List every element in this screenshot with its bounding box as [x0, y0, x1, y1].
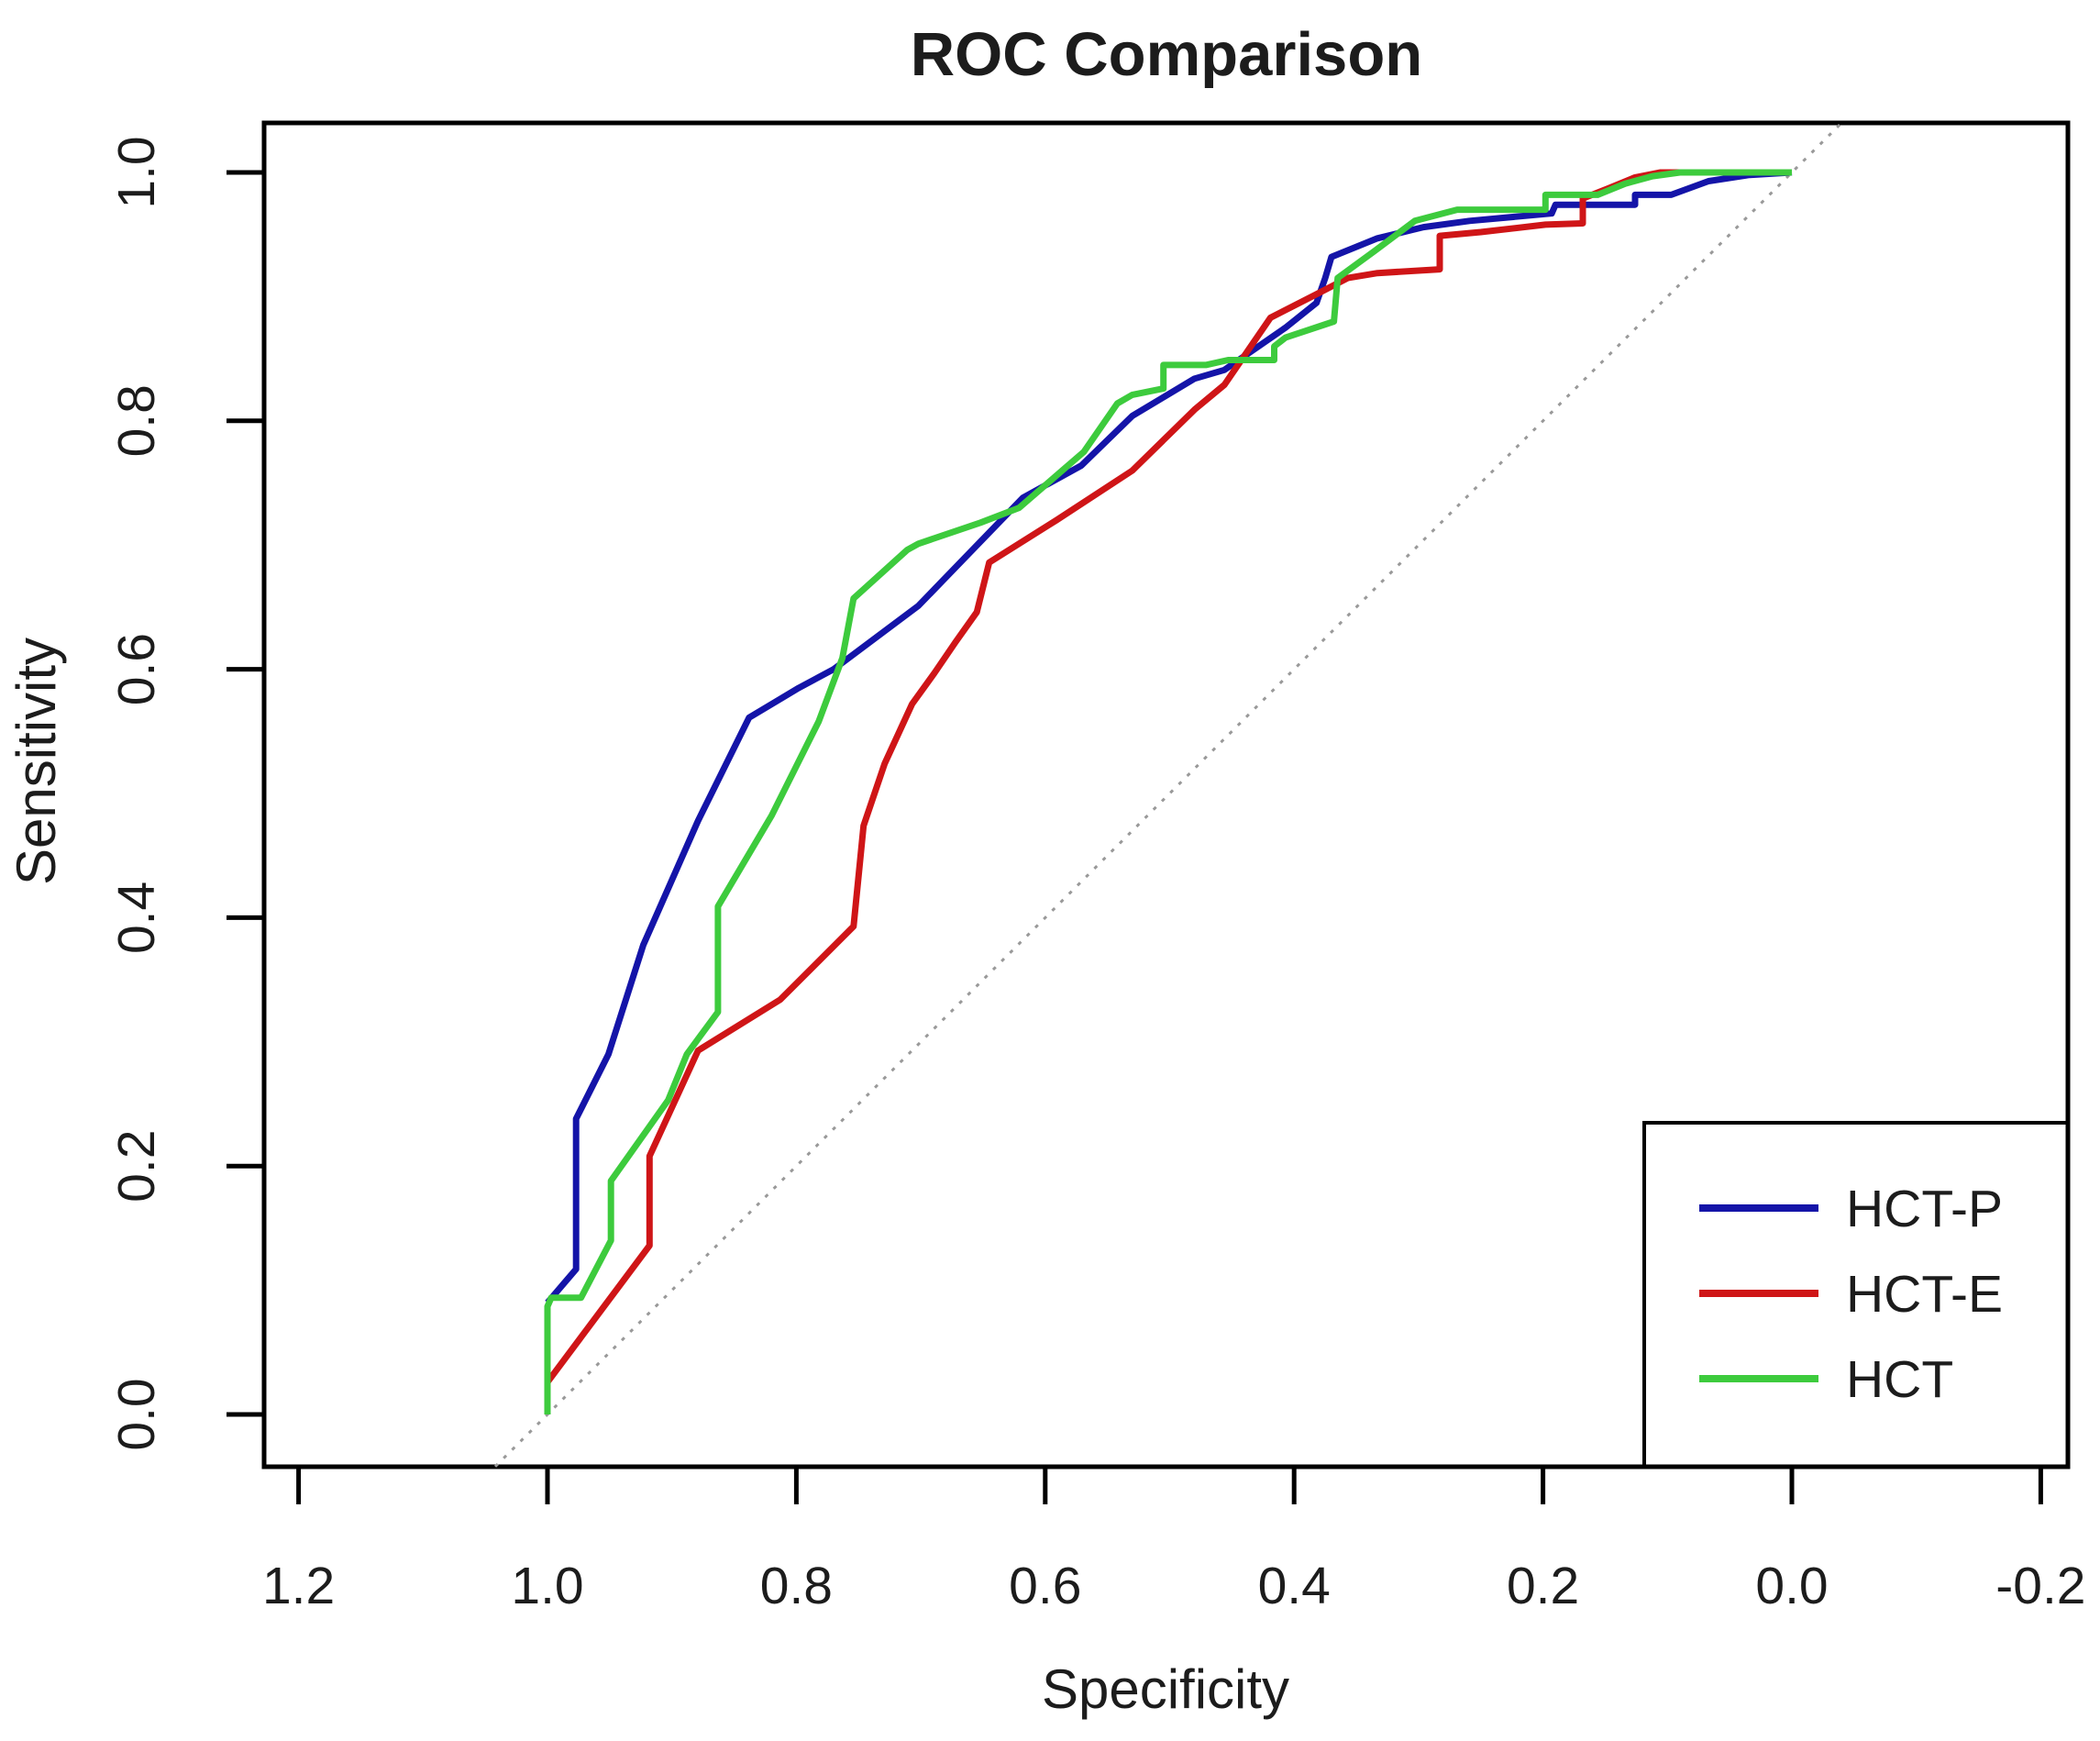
- roc-curves-layer: [544, 169, 1793, 1414]
- x-tick-label: 0.8: [760, 1557, 833, 1615]
- plot-panel-border: [261, 120, 2071, 1469]
- y-tick-label: 0.8: [107, 384, 166, 457]
- y-tick-label: 1.0: [107, 136, 166, 208]
- x-tick-label: 1.2: [262, 1557, 335, 1615]
- legend-box: [1642, 1121, 2070, 1469]
- legend-label-hct: HCT: [1846, 1350, 1953, 1409]
- x-tick-label: 0.6: [1009, 1557, 1081, 1615]
- roc-curve-hct: [544, 169, 1792, 1414]
- y-axis-label: Sensitivity: [6, 638, 67, 885]
- x-tick-label: 1.0: [511, 1557, 583, 1615]
- y-tick-label: 0.6: [107, 633, 166, 705]
- chance-diagonal-line: [493, 121, 1843, 1468]
- roc-curve-hct-e: [545, 169, 1792, 1384]
- legend-label-hct-p: HCT-P: [1846, 1180, 2003, 1238]
- x-axis-label: Specificity: [1042, 1658, 1289, 1720]
- axis-ticks-layer: 1.2 1.0 0.8 0.6 0.4 0.2 0.0 -0.2 0.0 0.2 0.4 0.6 0.8…: [107, 136, 2086, 1615]
- roc-curve-hct-p: [545, 169, 1793, 1305]
- y-tick-label: 0.4: [107, 882, 166, 954]
- y-tick-label: 0.2: [107, 1130, 166, 1203]
- x-tick-label: 0.4: [1258, 1557, 1331, 1615]
- y-tick-label: 0.0: [107, 1378, 166, 1450]
- reference-diagonal-layer: [493, 121, 1843, 1468]
- legend-layer: HCT-P HCT-E HCT: [1642, 1121, 2070, 1469]
- x-tick-label: -0.2: [1995, 1557, 2085, 1615]
- chart-title: ROC Comparison: [911, 20, 1422, 89]
- legend-label-hct-e: HCT-E: [1846, 1265, 2003, 1324]
- x-tick-label: 0.2: [1507, 1557, 1579, 1615]
- x-tick-label: 0.0: [1755, 1557, 1828, 1615]
